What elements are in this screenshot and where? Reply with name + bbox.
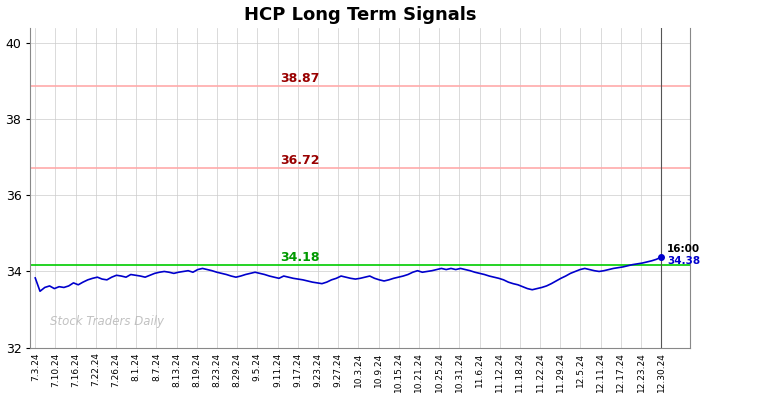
Text: Stock Traders Daily: Stock Traders Daily	[50, 315, 164, 328]
Text: 38.87: 38.87	[281, 72, 320, 85]
Text: 36.72: 36.72	[281, 154, 320, 167]
Text: 16:00: 16:00	[667, 244, 700, 254]
Text: 34.38: 34.38	[667, 256, 700, 266]
Title: HCP Long Term Signals: HCP Long Term Signals	[244, 6, 477, 23]
Text: 34.18: 34.18	[281, 251, 320, 264]
